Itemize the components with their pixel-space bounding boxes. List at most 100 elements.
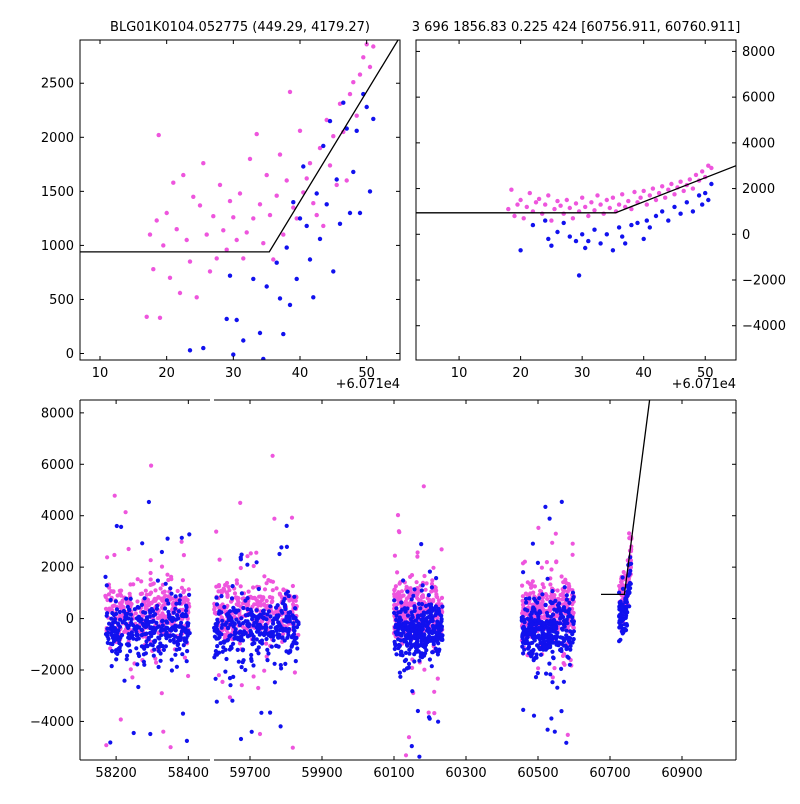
bottom-point-series-0 (245, 554, 250, 559)
bottom-point-series-1 (532, 618, 537, 623)
bottom-point-series-1 (282, 603, 288, 608)
bottom-point-series-1 (117, 641, 122, 646)
bottom-point-series-1 (552, 624, 557, 630)
bottom-point-series-1 (392, 610, 397, 616)
bottom-point-series-1 (274, 617, 279, 622)
bottom-point-series-1 (532, 635, 537, 640)
bottom-point-series-1 (398, 674, 403, 679)
bottom-point-series-1 (550, 640, 556, 645)
bottom-point-series-1 (530, 607, 536, 612)
bottom-point-series-1 (284, 649, 289, 654)
bottom-point-series-0 (396, 591, 401, 597)
bottom-point-series-0 (182, 600, 187, 605)
bottom-point-series-1 (255, 614, 260, 619)
bottom-point-series-0 (229, 599, 234, 604)
bottom-point-series-1 (128, 612, 133, 617)
bottom-point-series-1 (531, 713, 537, 718)
bottom-point-series-1 (545, 576, 550, 581)
bottom-point-series-1 (538, 621, 543, 626)
top-left-point-series-0 (171, 180, 176, 185)
bottom-point-series-0 (238, 584, 243, 589)
bottom-point-series-1 (416, 601, 421, 607)
bottom-point-series-1 (430, 618, 435, 624)
top-left-point-series-0 (264, 172, 269, 178)
bottom-point-series-1 (562, 585, 567, 590)
bottom-point-series-0 (133, 611, 138, 616)
bottom-point-series-1 (535, 671, 540, 676)
bottom-x-tick-label: 58400 (168, 766, 209, 781)
bottom-point-series-1 (268, 710, 273, 715)
bottom-point-series-0 (183, 595, 188, 600)
top-right-point-series-0 (632, 189, 637, 195)
bottom-point-series-1 (550, 589, 555, 594)
top-left-point-series-0 (144, 314, 149, 319)
bottom-point-series-1 (249, 729, 254, 734)
bottom-point-series-1 (550, 680, 555, 685)
bottom-point-series-1 (570, 615, 575, 620)
bottom-point-series-1 (567, 662, 573, 667)
bottom-point-series-1 (274, 625, 279, 630)
bottom-point-series-1 (142, 622, 147, 627)
bottom-point-series-1 (394, 613, 399, 618)
bottom-point-series-1 (280, 635, 285, 640)
top-left-point-series-0 (181, 172, 186, 178)
bottom-point-series-0 (520, 583, 525, 588)
bottom-point-series-1 (563, 620, 568, 625)
top-left-model-line-path (80, 40, 399, 253)
bottom-point-series-1 (278, 724, 283, 729)
top-right-point-series-1 (546, 236, 551, 242)
bottom-point-series-1 (277, 627, 283, 633)
bottom-point-series-1 (171, 610, 176, 615)
top-left-frame (79, 39, 401, 361)
top-left-point-series-0 (231, 215, 236, 220)
bottom-point-series-1 (173, 606, 178, 611)
bottom-point-series-0 (421, 484, 426, 489)
bottom-point-series-0 (555, 588, 560, 593)
top-right-point-series-0 (638, 195, 643, 200)
bottom-point-series-1 (405, 613, 411, 618)
bottom-point-series-1 (157, 636, 162, 641)
bottom-point-series-1 (440, 604, 445, 609)
top-left-point-series-1 (231, 352, 236, 357)
bottom-point-series-1 (620, 575, 625, 580)
bottom-point-series-1 (152, 647, 157, 652)
top-left-point-series-1 (284, 245, 289, 250)
top-left-point-series-1 (287, 302, 293, 308)
bottom-point-series-0 (105, 555, 110, 560)
top-left-point-series-0 (351, 80, 356, 85)
bottom-ticks: 58200 58400 59700 59900 60100 60300 60500 60700… (30, 400, 736, 781)
bottom-point-series-0 (621, 570, 626, 575)
top-left-point-series-1 (327, 118, 333, 124)
top-left-point-series-0 (324, 117, 329, 123)
bottom-point-series-1 (228, 683, 233, 688)
top-left-point-series-0 (234, 237, 239, 243)
bottom-point-series-0 (532, 584, 538, 589)
bottom-point-series-1 (219, 625, 224, 630)
bottom-point-series-1 (220, 618, 225, 623)
bottom-point-series-1 (271, 629, 276, 635)
bottom-point-series-1 (114, 650, 119, 655)
bottom-point-series-0 (222, 588, 227, 593)
bottom-point-series-1 (520, 636, 525, 641)
bottom-point-series-1 (559, 666, 564, 672)
top-right-point-series-0 (518, 197, 523, 203)
bottom-point-series-0 (264, 654, 269, 659)
bottom-point-series-1 (521, 624, 526, 630)
bottom-point-series-0 (169, 577, 174, 582)
bottom-point-series-1 (618, 637, 623, 642)
bottom-point-series-1 (419, 542, 424, 547)
bottom-point-series-0 (567, 584, 572, 589)
bottom-point-series-1 (281, 599, 286, 604)
bottom-point-series-1 (168, 586, 173, 591)
bottom-point-series-1 (537, 636, 542, 642)
bottom-point-series-1 (618, 612, 623, 617)
top-left-point-series-1 (201, 345, 206, 351)
bottom-point-series-1 (403, 650, 409, 656)
bottom-point-series-1 (109, 664, 114, 669)
bottom-point-series-0 (110, 589, 115, 594)
top-left-point-series-1 (354, 128, 359, 133)
bottom-point-series-0 (432, 689, 437, 694)
top-right-frame (415, 39, 737, 361)
top-right-point-series-0 (567, 205, 572, 211)
bottom-point-series-0 (520, 598, 525, 604)
